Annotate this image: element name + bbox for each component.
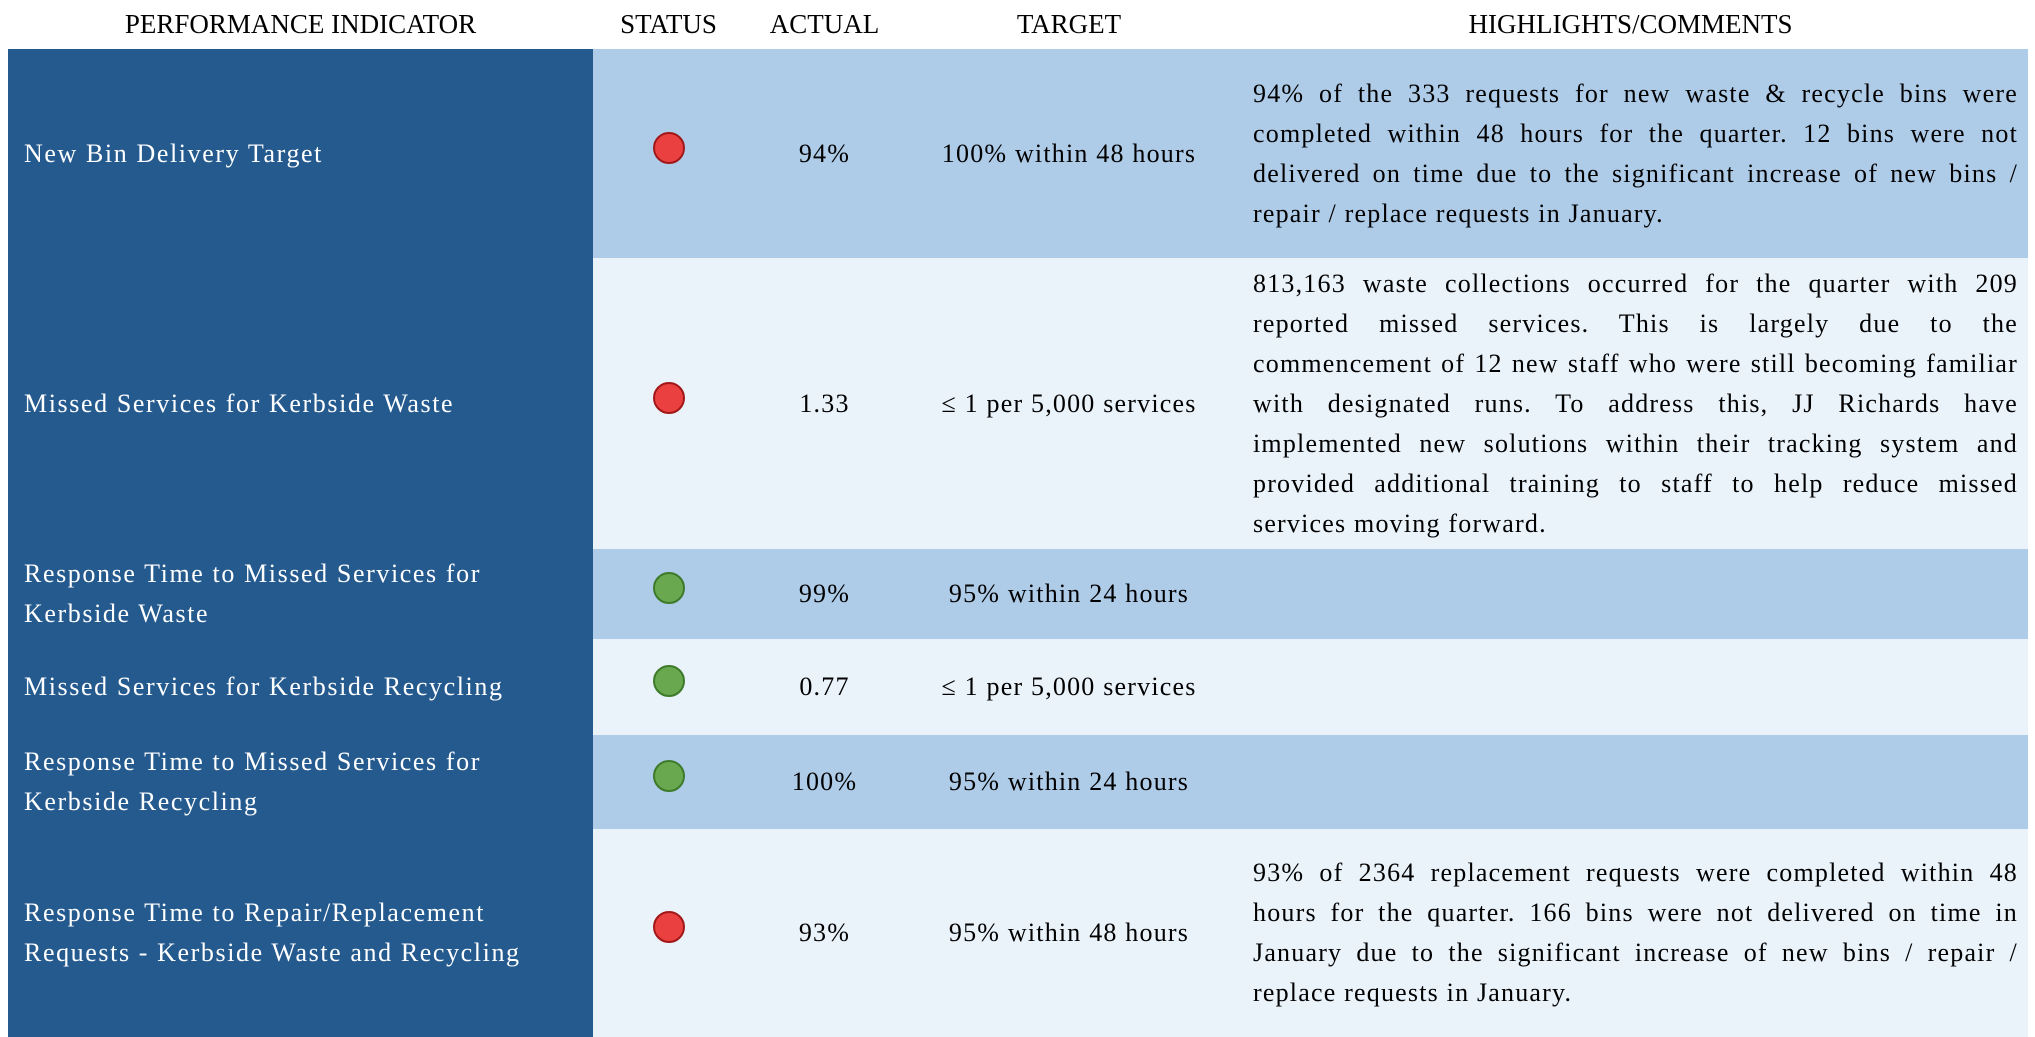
indicator-cell: Response Time to Repair/Replacement Requ… [8, 829, 593, 1037]
comment-cell: 813,163 waste collections occurred for t… [1233, 258, 2028, 549]
target-value: 95% within 24 hours [948, 767, 1190, 796]
actual-cell: 1.33 [744, 258, 905, 549]
status-cell [593, 735, 744, 829]
target-cell: 95% within 24 hours [905, 549, 1233, 639]
actual-value: 1.33 [799, 388, 850, 418]
target-cell: ≤ 1 per 5,000 services [905, 639, 1233, 735]
indicator-text: Response Time to Missed Services for Ker… [24, 747, 481, 816]
status-cell [593, 258, 744, 549]
status-cell [593, 639, 744, 735]
status-indicator [652, 760, 685, 792]
target-cell: 100% within 48 hours [905, 49, 1233, 258]
status-indicator [652, 572, 685, 604]
target-value: ≤ 1 per 5,000 services [941, 388, 1197, 418]
indicator-text: Missed Services for Kerbside Recycling [24, 672, 504, 701]
comment-cell [1233, 735, 2028, 829]
actual-value: 93% [798, 918, 851, 947]
actual-value: 94% [798, 138, 851, 168]
indicator-text: Missed Services for Kerbside Waste [24, 388, 455, 418]
status-indicator [652, 381, 685, 414]
column-header: STATUS [620, 9, 717, 39]
actual-cell: 99% [744, 549, 905, 639]
comment-cell: 93% of 2364 replacement requests were co… [1233, 829, 2028, 1037]
indicator-text: New Bin Delivery Target [24, 138, 324, 168]
comment-cell [1233, 549, 2028, 639]
column-header: TARGET [1016, 9, 1122, 39]
target-cell: 95% within 24 hours [905, 735, 1233, 829]
target-value: 95% within 24 hours [948, 579, 1190, 608]
indicator-cell: New Bin Delivery Target [8, 49, 593, 258]
indicator-cell: Missed Services for Kerbside Waste [8, 258, 593, 549]
actual-cell: 94% [744, 49, 905, 258]
comment-cell: 94% of the 333 requests for new waste & … [1233, 49, 2028, 258]
indicator-cell: Response Time to Missed Services for Ker… [8, 735, 593, 829]
status-cell [593, 49, 744, 258]
status-indicator [652, 131, 685, 164]
indicator-text: Response Time to Missed Services for Ker… [24, 559, 481, 628]
status-indicator [652, 911, 685, 943]
comment-text: 813,163 waste collections occurred for t… [1253, 268, 2018, 538]
target-cell: 95% within 48 hours [905, 829, 1233, 1037]
column-header: HIGHLIGHTS/COMMENTS [1468, 9, 1793, 39]
indicator-cell: Missed Services for Kerbside Recycling [8, 639, 593, 735]
indicator-cell: Response Time to Missed Services for Ker… [8, 549, 593, 639]
actual-cell: 100% [744, 735, 905, 829]
comment-text: 93% of 2364 replacement requests were co… [1253, 858, 2018, 1007]
status-indicator [652, 665, 685, 697]
column-header: ACTUAL [769, 9, 880, 39]
actual-cell: 0.77 [744, 639, 905, 735]
actual-value: 99% [798, 579, 851, 608]
column-header: PERFORMANCE INDICATOR [124, 9, 477, 39]
comment-text: 94% of the 333 requests for new waste & … [1253, 78, 2018, 228]
actual-value: 100% [791, 767, 858, 796]
target-cell: ≤ 1 per 5,000 services [905, 258, 1233, 549]
status-cell [593, 829, 744, 1037]
indicator-text: Response Time to Repair/Replacement Requ… [24, 898, 521, 967]
target-value: ≤ 1 per 5,000 services [941, 672, 1197, 701]
actual-value: 0.77 [799, 672, 850, 701]
status-cell [593, 549, 744, 639]
actual-cell: 93% [744, 829, 905, 1037]
comment-cell [1233, 639, 2028, 735]
target-value: 100% within 48 hours [941, 138, 1197, 168]
target-value: 95% within 48 hours [948, 918, 1190, 947]
